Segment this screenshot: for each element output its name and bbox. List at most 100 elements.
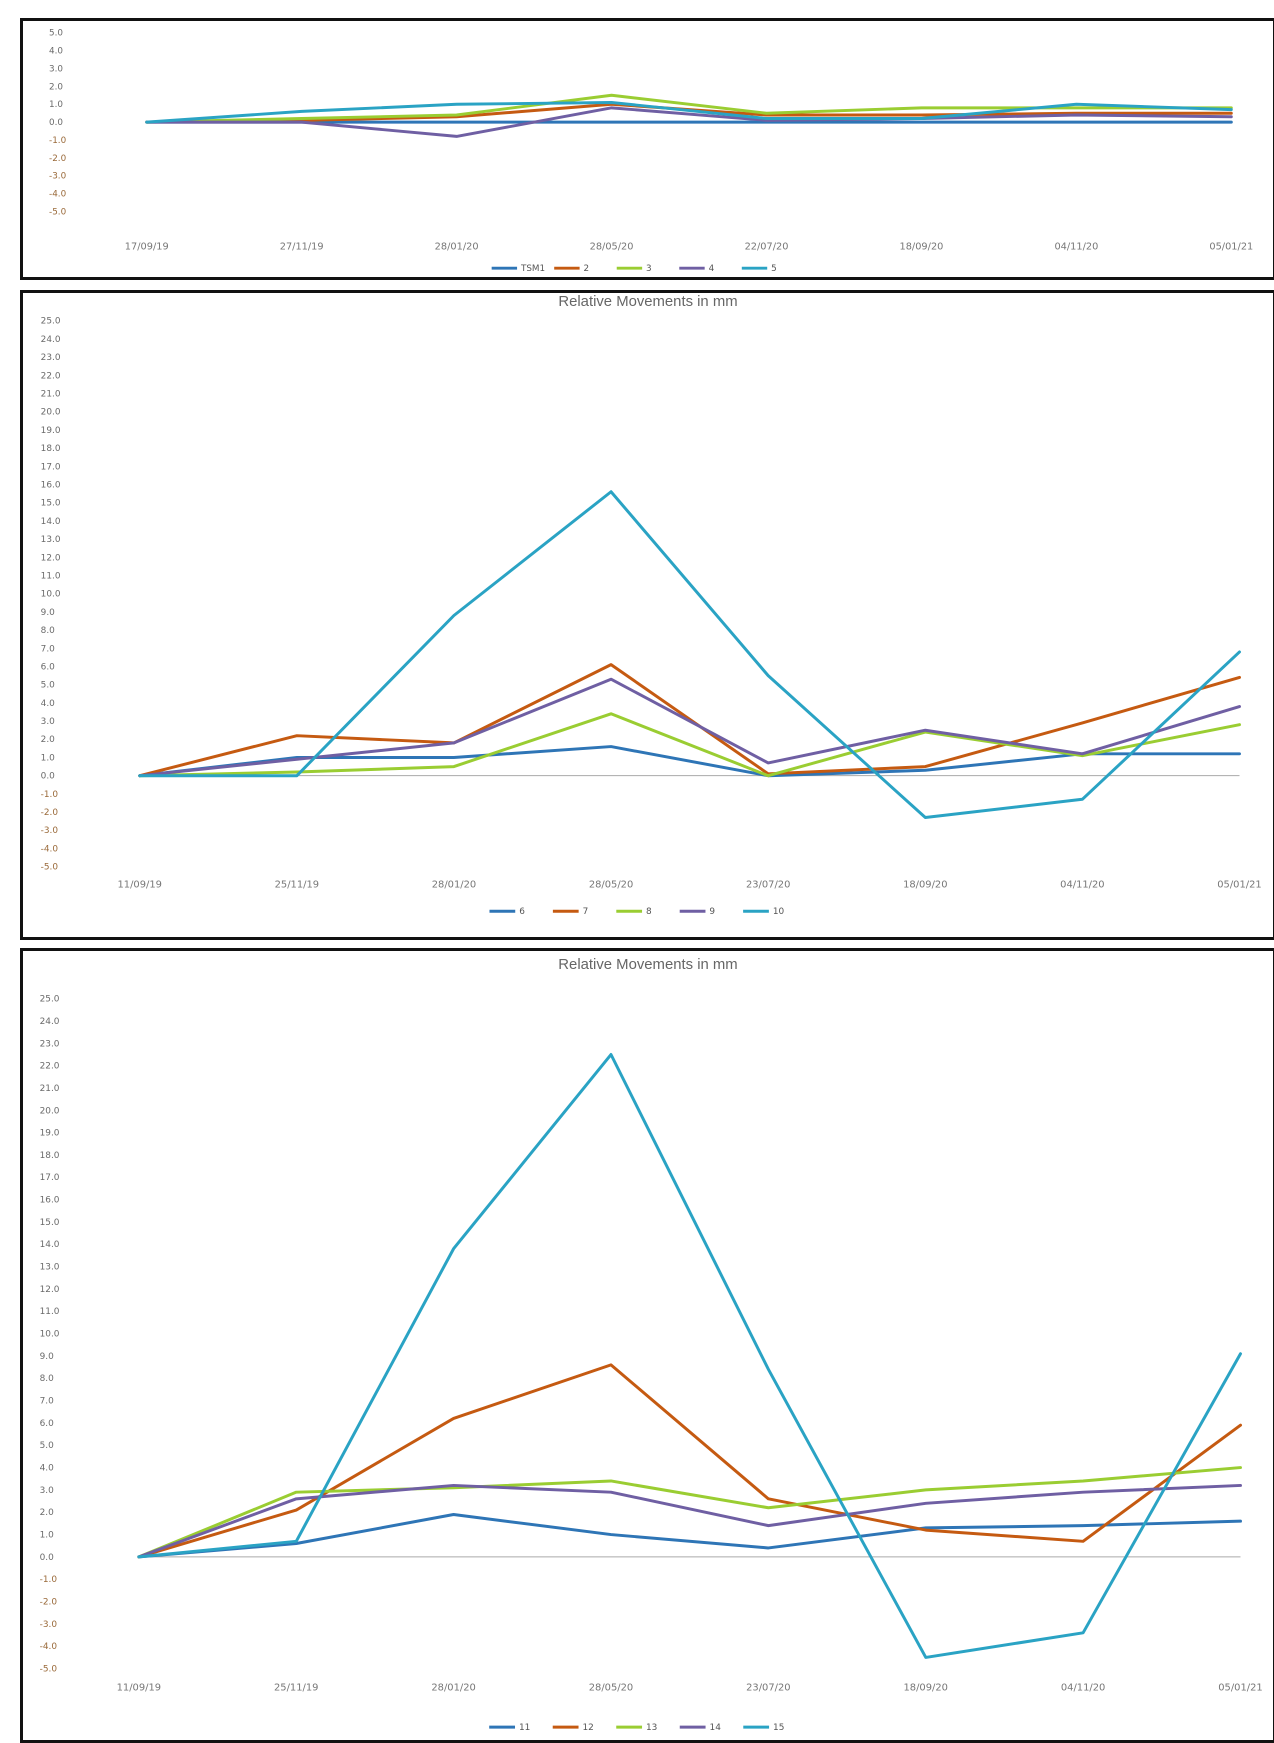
- chart-3-legend-label: 14: [710, 1723, 722, 1733]
- chart-panel-3: Relative Movements in mm 25.0 24.0 23.0 22.0…: [20, 948, 1274, 1743]
- chart-2-ytick-label: 16.0: [41, 480, 61, 490]
- chart-2-ytick-label: -4.0: [41, 844, 59, 854]
- chart-1-legend-label: 3: [646, 264, 652, 274]
- chart-1-ytick-label: 0.0: [49, 118, 63, 128]
- chart-2-ytick-label: 24.0: [41, 335, 61, 345]
- chart-3-ytick-label: 2.0: [40, 1508, 55, 1518]
- chart-3-ytick-label: 7.0: [40, 1397, 55, 1407]
- chart-2-ytick-label: 20.0: [41, 408, 61, 418]
- chart-2-ytick-label: 5.0: [41, 681, 55, 691]
- chart-3-ytick-label: -5.0: [40, 1665, 58, 1675]
- chart-2-legend-label: 8: [646, 907, 652, 917]
- chart-3-ytick-label: 14.0: [40, 1240, 60, 1250]
- chart-2-ytick-label: 2.0: [41, 735, 55, 745]
- chart-2-legend-label: 10: [773, 907, 785, 917]
- chart-2-ytick-label: 10.0: [41, 590, 61, 600]
- chart-3-ytick-label: 6.0: [40, 1419, 55, 1429]
- chart-3-ytick-label: 13.0: [40, 1263, 60, 1273]
- chart-3-legend-label: 15: [773, 1723, 784, 1733]
- chart-1-series-5-line: [145, 101, 1233, 124]
- chart-2-series-8-line: [138, 712, 1241, 778]
- chart-2-ytick-label: 14.0: [41, 517, 61, 527]
- chart-panel-2: Relative Movements in mm 25.0 24.0 23.0 22.0…: [20, 290, 1274, 940]
- chart-3-ytick-label: 15.0: [40, 1218, 60, 1228]
- chart-1-xtick-label: 17/09/19: [125, 242, 169, 253]
- chart-1-ytick-label: 1.0: [49, 100, 63, 110]
- chart-3-legend-label: 13: [646, 1723, 657, 1733]
- chart-3-xtick-label: 23/07/20: [746, 1682, 790, 1693]
- chart-1-ytick-label: 5.0: [49, 29, 63, 39]
- chart-1-legend-label: TSM1: [520, 264, 545, 274]
- chart-1-xtick-label: 18/09/20: [900, 242, 944, 253]
- chart-2-ytick-label: 0.0: [41, 772, 55, 782]
- chart-1-legend-label: 2: [584, 264, 590, 274]
- chart-2-xtick-label: 28/05/20: [589, 879, 633, 890]
- chart-2-ytick-label: 12.0: [41, 553, 61, 563]
- chart-2-ytick-label: 6.0: [41, 662, 55, 672]
- chart-3-ytick-label: -4.0: [40, 1642, 58, 1652]
- chart-2-ytick-label: 9.0: [41, 608, 55, 618]
- chart-3-ytick-label: 8.0: [40, 1374, 55, 1384]
- chart-3-ytick-label: 1.0: [40, 1531, 55, 1541]
- chart-3-xtick-label: 25/11/19: [274, 1682, 319, 1693]
- chart-3-series-11-line: [137, 1513, 1242, 1559]
- chart-3-legend-label: 11: [519, 1723, 530, 1733]
- chart-3-ytick-label: 12.0: [40, 1285, 60, 1295]
- chart-2-ytick-label: 7.0: [41, 644, 55, 654]
- chart-3-ytick-label: 18.0: [40, 1151, 60, 1161]
- chart-2-xtick-label: 05/01/21: [1217, 879, 1261, 890]
- chart-3-xtick-label: 28/01/20: [431, 1682, 476, 1693]
- chart-svg-2: Relative Movements in mm 25.0 24.0 23.0 22.0…: [41, 294, 1262, 917]
- chart-2-ytick-label: 15.0: [41, 499, 61, 509]
- chart-2-xtick-label: 18/09/20: [903, 879, 947, 890]
- chart-3-legend-label: 12: [582, 1723, 593, 1733]
- chart-3-ytick-label: 0.0: [40, 1553, 55, 1563]
- chart-1-ytick-label: -3.0: [49, 172, 66, 182]
- chart-1-xtick-label: 22/07/20: [745, 242, 789, 253]
- chart-3-ytick-label: 25.0: [40, 995, 60, 1005]
- chart-3-ytick-label: 23.0: [40, 1039, 60, 1049]
- chart-1-xtick-label: 28/01/20: [435, 242, 479, 253]
- chart-3-ytick-label: -1.0: [40, 1575, 58, 1585]
- chart-3-series-14-line: [137, 1483, 1242, 1559]
- chart-2-xtick-label: 25/11/19: [275, 879, 319, 890]
- chart-2-ytick-label: 1.0: [41, 753, 55, 763]
- chart-2-ytick-label: 17.0: [41, 462, 61, 472]
- chart-3-ytick-label: 24.0: [40, 1017, 60, 1027]
- chart-2-ytick-label: -2.0: [41, 808, 59, 818]
- chart-2-legend-label: 9: [709, 907, 715, 917]
- chart-2-ytick-label: -1.0: [41, 790, 59, 800]
- chart-2-ytick-label: 11.0: [41, 571, 61, 581]
- chart-3-xtick-label: 04/11/20: [1061, 1682, 1105, 1693]
- chart-3-ytick-label: 3.0: [40, 1486, 55, 1496]
- chart-3-ytick-label: -3.0: [40, 1620, 58, 1630]
- chart-2-ytick-label: 8.0: [41, 626, 55, 636]
- chart-3-ytick-label: 11.0: [40, 1307, 60, 1317]
- chart-svg-3: Relative Movements in mm 25.0 24.0 23.0 22.0…: [40, 957, 1263, 1733]
- chart-2-ytick-label: -5.0: [41, 863, 59, 873]
- chart-2-ytick-label: 3.0: [41, 717, 55, 727]
- chart-3-ytick-label: 16.0: [40, 1196, 60, 1206]
- chart-1-ytick-label: 2.0: [49, 82, 63, 92]
- chart-2-ytick-label: 23.0: [41, 353, 61, 363]
- chart-1-series-4-line: [145, 106, 1233, 138]
- chart-1-xtick-label: 28/05/20: [590, 242, 634, 253]
- chart-2-ytick-label: 21.0: [41, 390, 61, 400]
- chart-3-ytick-label: 21.0: [40, 1084, 60, 1094]
- chart-2-ytick-label: 22.0: [41, 371, 61, 381]
- chart-1-legend-label: 4: [709, 264, 715, 274]
- chart-2-series-10-line: [138, 490, 1241, 819]
- chart-2-legend-label: 7: [583, 907, 589, 917]
- chart-3-series-15-line: [137, 1053, 1242, 1659]
- chart-1-legend-label: 5: [771, 264, 777, 274]
- chart-2-xtick-label: 23/07/20: [746, 879, 790, 890]
- chart-svg-1: 5.0 4.0 3.0 2.0 1.0 0.0 -1.0 -2.0 -3.0 -4.0 -5.0 17…: [49, 29, 1253, 274]
- chart-panel-1: 5.0 4.0 3.0 2.0 1.0 0.0 -1.0 -2.0 -3.0 -4.0 -5.0 17…: [20, 18, 1274, 280]
- chart-2-ytick-label: 13.0: [41, 535, 61, 545]
- chart-3-ytick-label: 22.0: [40, 1062, 60, 1072]
- chart-1-ytick-label: -4.0: [49, 190, 66, 200]
- chart-2-series-7-line: [138, 663, 1241, 778]
- chart-2-ytick-label: -3.0: [41, 826, 59, 836]
- chart-2-xtick-label: 28/01/20: [432, 879, 476, 890]
- chart-3-ytick-label: 9.0: [40, 1352, 55, 1362]
